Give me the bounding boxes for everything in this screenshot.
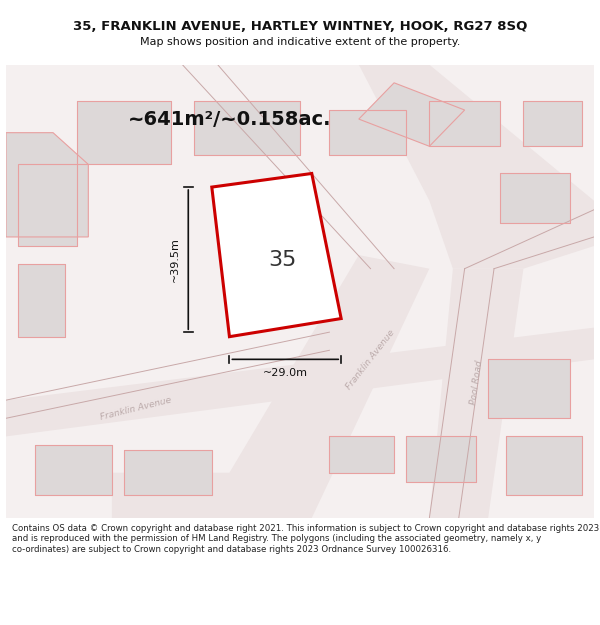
Polygon shape bbox=[523, 101, 582, 146]
Polygon shape bbox=[212, 174, 341, 337]
Polygon shape bbox=[18, 264, 65, 337]
Text: 35, FRANKLIN AVENUE, HARTLEY WINTNEY, HOOK, RG27 8SQ: 35, FRANKLIN AVENUE, HARTLEY WINTNEY, HO… bbox=[73, 20, 527, 33]
Polygon shape bbox=[6, 64, 594, 518]
Polygon shape bbox=[77, 101, 170, 164]
Text: Contains OS data © Crown copyright and database right 2021. This information is : Contains OS data © Crown copyright and d… bbox=[12, 524, 599, 554]
Polygon shape bbox=[112, 255, 430, 518]
Polygon shape bbox=[194, 101, 300, 156]
Text: Map shows position and indicative extent of the property.: Map shows position and indicative extent… bbox=[140, 37, 460, 47]
Polygon shape bbox=[406, 436, 476, 482]
Text: Franklin Avenue: Franklin Avenue bbox=[99, 396, 172, 422]
Polygon shape bbox=[488, 359, 571, 418]
Text: 35: 35 bbox=[268, 249, 296, 269]
Polygon shape bbox=[430, 269, 523, 518]
Text: ~39.5m: ~39.5m bbox=[169, 237, 179, 282]
Polygon shape bbox=[124, 450, 212, 496]
Text: Franklin Avenue: Franklin Avenue bbox=[344, 328, 397, 391]
Polygon shape bbox=[6, 328, 594, 436]
Text: Pool Road: Pool Road bbox=[469, 359, 484, 405]
Polygon shape bbox=[329, 436, 394, 472]
Polygon shape bbox=[430, 101, 500, 146]
Polygon shape bbox=[500, 174, 571, 223]
Polygon shape bbox=[506, 436, 582, 496]
Polygon shape bbox=[329, 110, 406, 156]
Text: ~641m²/~0.158ac.: ~641m²/~0.158ac. bbox=[128, 109, 331, 129]
Polygon shape bbox=[35, 446, 112, 496]
Polygon shape bbox=[6, 132, 88, 237]
Polygon shape bbox=[359, 64, 594, 269]
Polygon shape bbox=[18, 164, 77, 246]
Text: ~29.0m: ~29.0m bbox=[263, 368, 308, 378]
Polygon shape bbox=[359, 82, 464, 146]
